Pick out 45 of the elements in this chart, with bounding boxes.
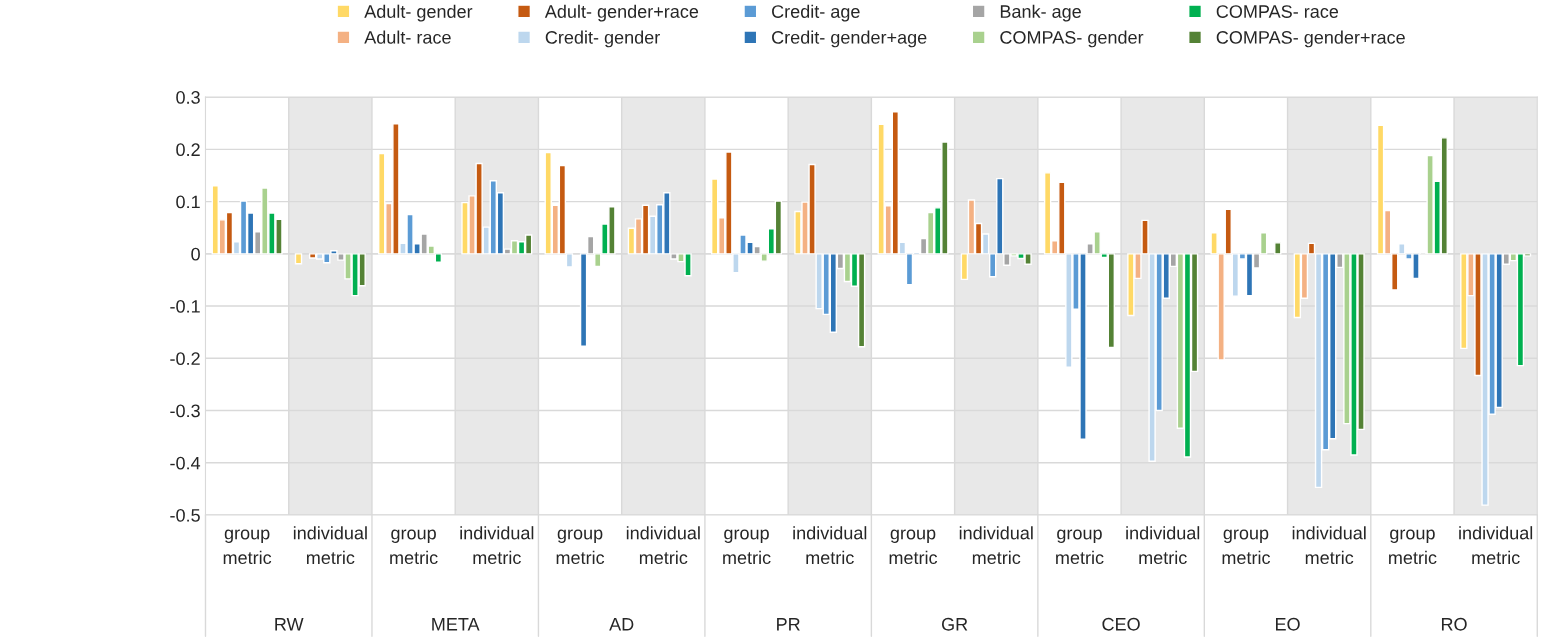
y-tick-label: 0.2 (176, 143, 200, 157)
text: AD (609, 618, 634, 631)
x-tick-label: individual metric (1459, 526, 1533, 565)
x-tick-label: individual metric (1126, 526, 1200, 565)
y-tick-label: 0.3 (176, 91, 200, 104)
y-tick-label: -0.5 (170, 508, 200, 522)
text: RW (275, 618, 304, 631)
legend-label: COMPAS- gender (1000, 30, 1144, 48)
legend-label: Credit- gender (545, 30, 660, 48)
legend-label: Adult- race (364, 30, 451, 44)
x-tick-label: group metric (390, 529, 438, 565)
y-tick-label: 0.1 (176, 195, 200, 209)
x-tick-label: individual metric (460, 526, 534, 565)
legend-label: Adult- gender+race (544, 4, 699, 22)
y-tick-label: 0 (191, 247, 200, 261)
text: CEO (1102, 617, 1140, 631)
x-tick-label: individual metric (626, 526, 700, 565)
bar (294, 253, 303, 265)
x-tick-label: individual metric (293, 526, 367, 565)
x-tick-label: individual metric (1292, 526, 1366, 565)
text: META (432, 618, 480, 631)
x-tick-label: group metric (223, 529, 272, 565)
y-tick-label: -0.3 (170, 404, 200, 418)
x-tick-label: group metric (1056, 529, 1104, 565)
x-tick-label: group metric (1222, 529, 1271, 565)
x-tick-label: individual metric (959, 526, 1033, 565)
x-tick-label: group metric (1389, 529, 1437, 565)
text: RO (1441, 617, 1467, 631)
legend-label: Credit- age (772, 4, 860, 22)
legend-label: Adult- gender (364, 4, 473, 22)
legend-label: COMPAS- gender+race (1216, 30, 1405, 48)
bar (1274, 242, 1282, 255)
text: EO (1276, 617, 1300, 631)
legend-label: COMPAS- race (1216, 5, 1339, 18)
y-tick-label: -0.1 (170, 300, 200, 313)
legend-label: Credit- gender+age (772, 30, 927, 48)
text: PR (777, 618, 800, 631)
x-tick-label: group metric (556, 529, 605, 565)
text: GR (941, 617, 968, 631)
legend-label: Bank- age (1000, 4, 1081, 22)
x-tick-label: individual metric (793, 526, 867, 565)
y-tick-label: -0.4 (170, 456, 201, 470)
x-tick-label: group metric (723, 529, 771, 565)
x-tick-label: group metric (889, 529, 938, 565)
y-tick-label: -0.2 (170, 352, 200, 366)
